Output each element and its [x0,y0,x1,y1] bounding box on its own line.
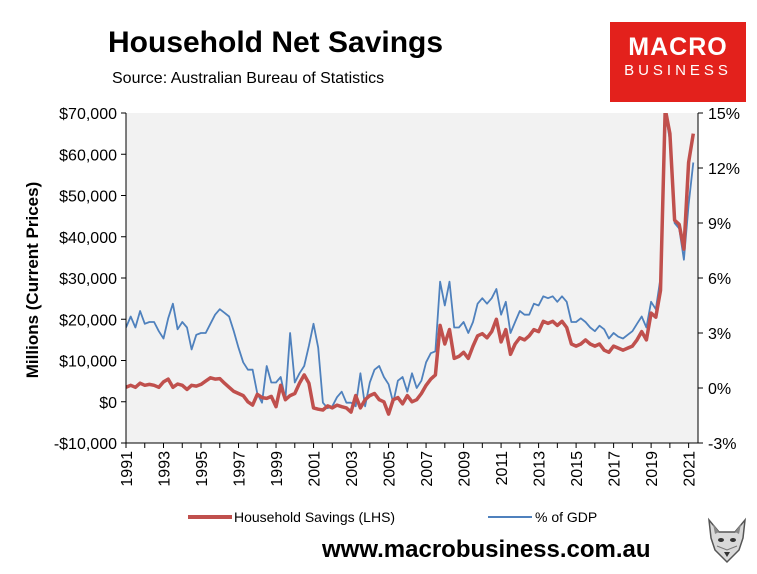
x-tick-label: 1993 [157,451,174,487]
x-tick-label: 2009 [457,451,474,487]
x-tick-label: 2007 [419,451,436,487]
x-tick-label: 2021 [682,451,699,487]
x-tick-label: 2017 [607,451,624,487]
website-url: www.macrobusiness.com.au [322,536,651,563]
series-line-household-savings [126,113,696,416]
series-line-pct-gdp [126,113,695,410]
y2-tick-label: 9% [708,216,731,233]
y2-tick-label: 0% [708,381,731,398]
y-tick-label: $10,000 [59,354,117,371]
logo-line-2: BUSINESS [624,62,732,79]
y-tick-label: $70,000 [59,106,117,123]
x-tick-label: 2015 [569,451,586,487]
y-tick-label: $0 [99,395,117,412]
x-tick-label: 2001 [307,451,324,487]
x-tick-label: 2005 [382,451,399,487]
logo-line-1: MACRO [628,33,728,61]
y-tick-label: $50,000 [59,189,117,206]
chart-title: Household Net Savings [108,26,444,59]
x-tick-label: 2013 [532,451,549,487]
x-tick-label: 2003 [344,451,361,487]
y-axis-label: Millions (Current Prices) [23,182,42,378]
y2-tick-label: 15% [708,106,740,123]
y2-tick-label: 6% [708,271,731,288]
fox-mascot-icon [703,516,751,566]
y-tick-label: $20,000 [59,312,117,329]
legend-label-household-savings: Household Savings (LHS) [234,509,395,525]
macrobusiness-logo: MACRO BUSINESS [610,22,746,102]
y-tick-label: $40,000 [59,230,117,247]
x-tick-label: 1991 [119,451,136,487]
chart-subtitle: Source: Australian Bureau of Statistics [112,70,385,87]
y-tick-label: $60,000 [59,147,117,164]
x-tick-label: 1997 [232,451,249,487]
legend: Household Savings (LHS) % of GDP [188,509,597,525]
legend-label-pct-gdp: % of GDP [535,509,597,525]
x-tick-label: 2011 [494,451,511,486]
y2-tick-label: 3% [708,326,731,343]
y2-tick-label: -3% [708,436,736,453]
y-tick-label: -$10,000 [54,436,117,453]
plot-area [126,113,698,443]
y-tick-label: $30,000 [59,271,117,288]
y2-tick-label: 12% [708,161,740,178]
x-tick-label: 1999 [269,451,286,487]
x-tick-label: 1995 [194,451,211,487]
x-tick-label: 2019 [644,451,661,487]
